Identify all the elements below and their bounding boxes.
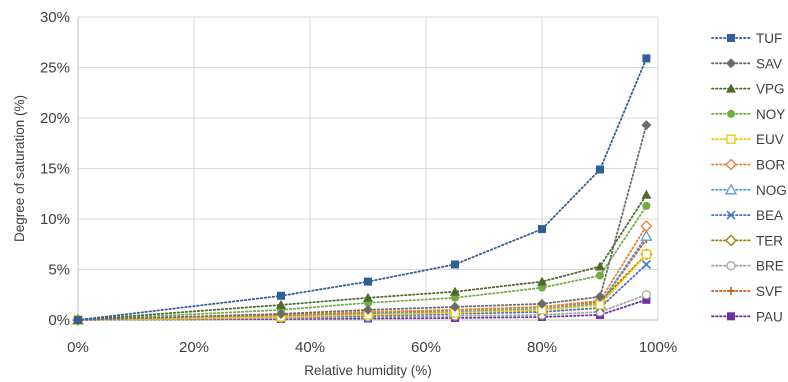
legend-label: SVF: [756, 284, 782, 299]
data-point: [276, 308, 286, 319]
data-point: [642, 201, 651, 210]
y-axis-title: Degree of saturation (%): [12, 95, 27, 242]
legend-marker: [726, 134, 736, 144]
series-noy: [74, 201, 651, 324]
legend-marker: [727, 34, 735, 42]
data-point: [451, 293, 459, 302]
legend-item-euv: EUV: [711, 132, 784, 147]
series-line: [77, 204, 648, 321]
legend-label: BOR: [756, 158, 786, 173]
data-point: [641, 259, 651, 270]
legend-marker: [726, 83, 736, 93]
data-point: [451, 260, 459, 269]
y-tick-labels: 0% 5% 10% 15% 20% 25% 30%: [40, 9, 70, 329]
data-point: [640, 229, 653, 241]
legend-item-bor: BOR: [711, 158, 786, 173]
legend-label: NOY: [756, 107, 785, 122]
data-point: [74, 316, 82, 324]
legend-marker: [726, 58, 736, 69]
legend-label: EUV: [756, 132, 784, 147]
x-tick-label: 40%: [295, 339, 325, 356]
data-point: [277, 291, 285, 300]
data-point: [596, 271, 604, 280]
y-tick-label: 0%: [48, 312, 70, 329]
y-tick-label: 20%: [40, 110, 70, 127]
data-point: [450, 286, 460, 296]
legend-label: VPG: [756, 82, 785, 97]
series-line: [77, 235, 648, 321]
x-tick-label: 100%: [639, 339, 677, 356]
data-point: [641, 120, 652, 131]
y-tick-label: 10%: [40, 211, 70, 228]
legend-item-noy: NOY: [711, 107, 785, 122]
legend-label: PAU: [756, 309, 783, 324]
legend-item-ter: TER: [711, 233, 783, 248]
legend-marker: [727, 109, 735, 118]
data-point: [641, 189, 652, 199]
legend-label: TUF: [756, 31, 782, 46]
series-line: [77, 225, 648, 321]
x-tick-label: 20%: [179, 339, 209, 356]
grid: [78, 16, 659, 320]
y-tick-label: 15%: [40, 161, 70, 178]
legend-item-bre: BRE: [711, 259, 784, 274]
data-point: [641, 249, 652, 260]
data-point: [596, 165, 604, 174]
x-tick-label: 80%: [527, 339, 557, 356]
legend-item-pau: PAU: [711, 309, 783, 324]
data-point: [363, 304, 373, 315]
y-tick-label: 25%: [40, 60, 70, 77]
legend-item-tuf: TUF: [711, 31, 782, 46]
data-point: [595, 291, 605, 302]
series-tuf: [74, 54, 651, 324]
series-line: [77, 124, 648, 321]
data-point: [276, 299, 286, 309]
legend-marker: [725, 234, 737, 247]
data-point: [642, 54, 651, 63]
data-point: [537, 298, 547, 309]
legend-label: NOG: [756, 183, 787, 198]
legend-marker: [727, 312, 735, 321]
legend-marker: [725, 158, 737, 171]
data-point: [595, 300, 605, 310]
legend-item-vpg: VPG: [711, 82, 785, 97]
legend-label: BRE: [756, 259, 784, 274]
x-tick-label: 60%: [411, 339, 441, 356]
series-line: [77, 57, 648, 321]
legend-item-sav: SAV: [711, 56, 782, 71]
data-point: [641, 290, 652, 300]
data-point: [537, 276, 547, 286]
data-point: [363, 292, 373, 302]
y-tick-label: 30%: [40, 9, 70, 26]
x-axis-title: Relative humidity (%): [304, 363, 432, 378]
legend-item-bea: BEA: [711, 208, 783, 223]
data-point: [450, 301, 460, 312]
data-point: [595, 261, 605, 271]
legend-label: SAV: [756, 56, 782, 71]
x-tick-labels: 0% 20% 40% 60% 80% 100%: [67, 339, 677, 356]
data-point: [642, 295, 651, 304]
series-sav: [73, 120, 652, 325]
legend: TUF SAV VPG NOY EUV BOR NOG BEA TER BRE SVF PAU: [711, 31, 787, 324]
legend-item-nog: NOG: [711, 183, 787, 198]
legend-item-svf: SVF: [711, 284, 782, 299]
legend-marker: [727, 287, 735, 295]
data-point: [364, 277, 372, 286]
x-tick-label: 0%: [67, 339, 89, 356]
legend-label: BEA: [756, 208, 783, 223]
data-point: [538, 225, 546, 234]
y-tick-label: 5%: [48, 262, 70, 279]
legend-label: TER: [756, 233, 783, 248]
legend-marker: [724, 183, 738, 195]
legend-marker: [726, 210, 736, 220]
data-point: [538, 283, 546, 292]
series-layer: [71, 54, 653, 326]
data-point: [640, 220, 653, 232]
legend-marker: [726, 261, 736, 271]
